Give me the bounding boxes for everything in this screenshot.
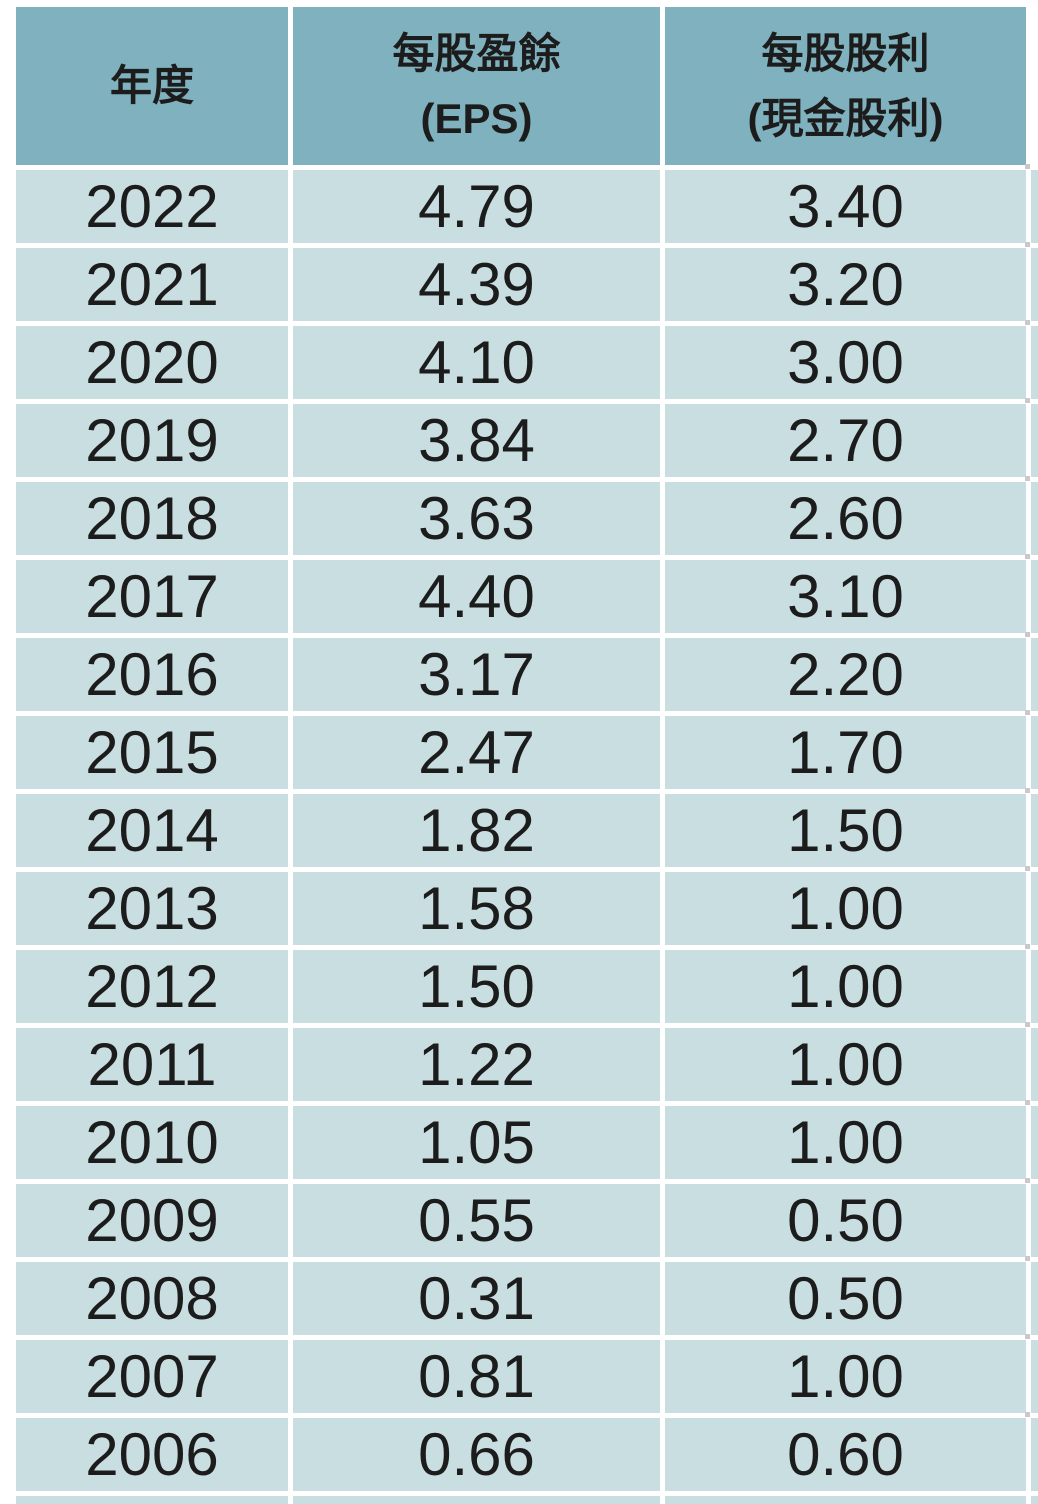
dividend-cell: 3.20 <box>665 248 1026 321</box>
header-cell-eps: 每股盈餘 (EPS) <box>293 7 660 165</box>
year-cell: 2019 <box>16 404 288 477</box>
dividend-cell: 2.20 <box>665 638 1026 711</box>
cropped-sliver-cell <box>1025 164 1038 243</box>
year-cell: 2010 <box>16 1106 288 1179</box>
eps-cell: 1.22 <box>293 1028 660 1101</box>
cropped-sliver-cell <box>1025 788 1038 867</box>
cropped-sliver-cell <box>1025 1256 1038 1335</box>
dividend-cell: 3.40 <box>665 170 1026 243</box>
cropped-sliver-cell <box>1025 1178 1038 1257</box>
dividend-cell: 3.00 <box>665 326 1026 399</box>
dividend-cell: 0.60 <box>665 1418 1026 1491</box>
cropped-sliver-cell <box>1025 944 1038 1023</box>
year-cell: 2016 <box>16 638 288 711</box>
cropped-sliver-cell <box>1025 632 1038 711</box>
dividend-cell: 1.00 <box>665 872 1026 945</box>
dividend-cell: 3.10 <box>665 560 1026 633</box>
year-cell: 2011 <box>16 1028 288 1101</box>
eps-cell: 2.47 <box>293 716 660 789</box>
dividend-cell: 2.60 <box>665 482 1026 555</box>
cropped-sliver-cell <box>1025 554 1038 633</box>
eps-cell: 3.84 <box>293 404 660 477</box>
dividend-cell: 0.50 <box>665 1262 1026 1335</box>
header-year-label: 年度 <box>109 62 194 110</box>
eps-cell: 4.10 <box>293 326 660 399</box>
eps-cell: 4.39 <box>293 248 660 321</box>
eps-cell: 3.63 <box>293 482 660 555</box>
cropped-sliver-cell <box>1025 242 1038 321</box>
year-cell: 2012 <box>16 950 288 1023</box>
dividend-cell: 1.70 <box>665 716 1026 789</box>
cropped-sliver-cell <box>1025 476 1038 555</box>
year-cell: 2013 <box>16 872 288 945</box>
header-cell-cropped-sliver <box>1031 7 1038 165</box>
eps-cell: 1.05 <box>293 1106 660 1179</box>
year-cell: 2015 <box>16 716 288 789</box>
dividend-cell: 0.50 <box>665 1184 1026 1257</box>
eps-cell: 0.66 <box>293 1418 660 1491</box>
dividend-cell: 1.50 <box>665 794 1026 867</box>
year-cell: 2008 <box>16 1262 288 1335</box>
cropped-sliver-cell <box>1025 398 1038 477</box>
cropped-bottom-row-cell <box>16 1496 288 1504</box>
cropped-sliver-cell <box>1025 866 1038 945</box>
header-eps-label: 每股盈餘 <box>392 29 561 77</box>
eps-cell: 0.81 <box>293 1340 660 1413</box>
cropped-sliver-cell <box>1025 1334 1038 1413</box>
year-cell: 2018 <box>16 482 288 555</box>
header-dividend-label: 每股股利 <box>761 29 930 77</box>
cropped-bottom-row-cell <box>665 1496 1026 1504</box>
eps-cell: 4.40 <box>293 560 660 633</box>
eps-cell: 3.17 <box>293 638 660 711</box>
header-cell-year: 年度 <box>16 7 288 165</box>
dividend-cell: 1.00 <box>665 950 1026 1023</box>
cropped-sliver-cell <box>1025 320 1038 399</box>
year-cell: 2017 <box>16 560 288 633</box>
cropped-sliver-cell <box>1025 1022 1038 1101</box>
eps-cell: 0.31 <box>293 1262 660 1335</box>
year-cell: 2009 <box>16 1184 288 1257</box>
financial-table: 年度 每股盈餘 (EPS) 每股股利 (現金股利) 2022 4.79 3.40… <box>16 7 1038 1504</box>
cropped-sliver-cell <box>1025 1412 1038 1491</box>
year-cell: 2022 <box>16 170 288 243</box>
eps-cell: 1.82 <box>293 794 660 867</box>
year-cell: 2020 <box>16 326 288 399</box>
dividend-cell: 2.70 <box>665 404 1026 477</box>
dividend-cell: 1.00 <box>665 1028 1026 1101</box>
year-cell: 2007 <box>16 1340 288 1413</box>
cropped-sliver-cell <box>1025 710 1038 789</box>
year-cell: 2021 <box>16 248 288 321</box>
header-cell-dividend: 每股股利 (現金股利) <box>665 7 1026 165</box>
dividend-cell: 1.00 <box>665 1106 1026 1179</box>
header-dividend-sublabel: (現金股利) <box>747 95 944 142</box>
year-cell: 2006 <box>16 1418 288 1491</box>
eps-cell: 1.50 <box>293 950 660 1023</box>
eps-cell: 1.58 <box>293 872 660 945</box>
eps-cell: 0.55 <box>293 1184 660 1257</box>
cropped-sliver-cell <box>1025 1100 1038 1179</box>
cropped-bottom-row-cell <box>293 1496 660 1504</box>
cropped-bottom-row-cell <box>1031 1496 1038 1504</box>
header-eps-sublabel: (EPS) <box>420 95 533 142</box>
year-cell: 2014 <box>16 794 288 867</box>
eps-cell: 4.79 <box>293 170 660 243</box>
dividend-cell: 1.00 <box>665 1340 1026 1413</box>
